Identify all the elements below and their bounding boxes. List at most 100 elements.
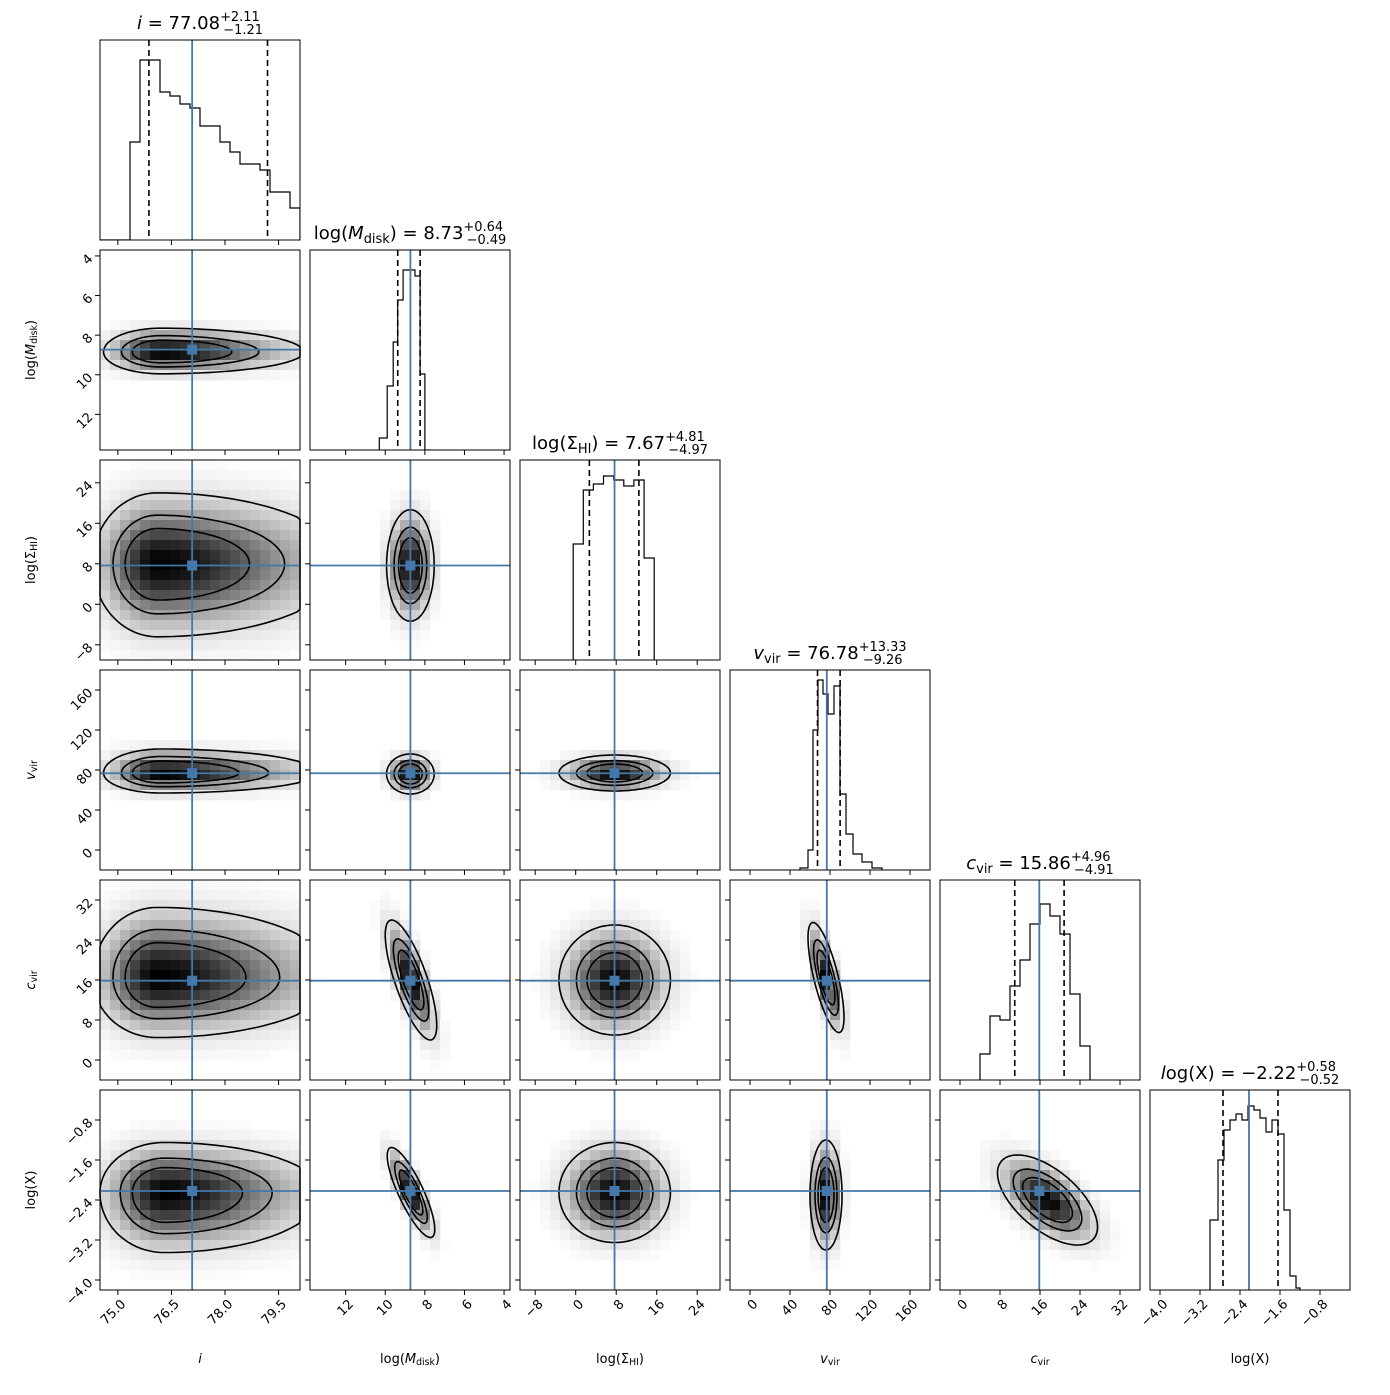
x-tick-label-i: 75.0 <box>98 1297 129 1328</box>
truth-marker <box>187 975 198 986</box>
x-tick-label-log-sigma: 16 <box>646 1297 668 1319</box>
density-panel-cvir-log-x: 0 8 16 24 32 <box>935 1089 1141 1319</box>
title-upper-error: +2.11 <box>220 10 260 25</box>
density-panel-log-mdisk-log-x: 12 10 8 6 4 <box>305 1089 515 1319</box>
x-axis-label-vvir: vvir <box>820 1352 840 1368</box>
contour-2 <box>131 339 233 364</box>
truth-marker <box>1034 1186 1045 1196</box>
contour-1 <box>119 1157 273 1235</box>
panel-frame <box>519 1089 721 1291</box>
contour-1 <box>112 514 286 615</box>
y-tick-label-log-x: −1.6 <box>63 1156 96 1189</box>
contour-0 <box>809 1139 843 1251</box>
y-tick-label-vvir: 0 <box>80 846 96 862</box>
x-tick-label-log-mdisk: 4 <box>499 1297 515 1313</box>
hist-panel-log-mdisk: log(Mdisk) = 8.73+0.64 −0.49 <box>309 220 511 455</box>
density-panel-i-log-sigma: −8 0 8 16 24 <box>72 459 301 665</box>
contour-2 <box>131 1166 244 1224</box>
panel-frame <box>99 1089 301 1291</box>
x-tick-label-vvir: 80 <box>819 1297 841 1319</box>
truth-marker <box>609 768 620 779</box>
y-tick-label-cvir: 0 <box>80 1056 96 1072</box>
x-tick-label-log-sigma: 8 <box>611 1297 627 1313</box>
y-tick-label-log-x: −2.4 <box>63 1196 96 1229</box>
density-panel-i-vvir: 0 40 80 120 160 <box>68 669 301 875</box>
x-axis-label-i: i <box>198 1352 202 1367</box>
truth-marker <box>187 344 198 355</box>
hist-panel-log-x: log(X) = −2.22+0.58 −0.52 −4.0 −3.2 −2.4 −1.6… <box>1138 1060 1351 1330</box>
x-tick-label-i: 79.5 <box>259 1297 290 1328</box>
truth-marker <box>821 1186 832 1196</box>
histogram-log-x <box>1209 1105 1301 1290</box>
density-panel-i-log-mdisk: 12 10 8 6 4 <box>74 249 301 455</box>
x-tick-label-vvir: 120 <box>853 1297 881 1325</box>
truth-marker <box>821 975 832 986</box>
hist-panel-cvir: cvir = 15.86+4.96 −4.91 <box>939 850 1141 1085</box>
y-tick-label-log-sigma: 24 <box>74 479 96 501</box>
y-tick-label-log-x: −3.2 <box>63 1236 96 1269</box>
x-tick-label-log-x: −3.2 <box>1178 1297 1211 1330</box>
panel-title-log-x: log(X) = −2.22+0.58 −0.52 <box>1161 1060 1339 1088</box>
panel-title-vvir: vvir = 76.78+13.33 −9.26 <box>753 640 906 668</box>
panel-frame <box>309 1089 511 1291</box>
density-cells <box>980 1130 1121 1271</box>
x-tick-label-i: 76.5 <box>152 1297 183 1328</box>
y-tick-label-log-sigma: 16 <box>74 519 96 541</box>
contour-1 <box>814 1156 838 1234</box>
x-tick-label-log-x: −0.8 <box>1298 1297 1331 1330</box>
histogram-log-mdisk <box>378 269 431 450</box>
x-tick-label-log-x: −4.0 <box>1138 1297 1171 1330</box>
y-tick-label-log-sigma: 8 <box>80 560 96 576</box>
x-tick-label-log-sigma: 0 <box>571 1297 587 1313</box>
title-upper-error: +4.81 <box>665 430 705 445</box>
y-tick-label-cvir: 32 <box>74 896 96 918</box>
x-tick-label-vvir: 160 <box>893 1297 921 1325</box>
contour-2 <box>1021 1176 1074 1224</box>
contour-1 <box>112 928 281 1020</box>
y-axis-label-vvir: vvir <box>24 760 40 780</box>
panel-title-cvir: cvir = 15.86+4.96 −4.91 <box>966 850 1113 878</box>
x-axis-label-cvir: cvir <box>1030 1352 1049 1368</box>
title-lower-error: −1.21 <box>223 23 263 38</box>
contour-2 <box>124 527 251 601</box>
y-tick-label-cvir: 8 <box>80 1016 96 1032</box>
density-panel-log-mdisk-vvir <box>305 669 511 875</box>
contour-0 <box>558 1141 672 1244</box>
density-panel-log-mdisk-cvir <box>305 879 511 1085</box>
title-upper-error: +0.58 <box>1296 1060 1336 1075</box>
y-tick-label-vvir: 120 <box>68 726 96 754</box>
contour-2 <box>817 1166 835 1224</box>
density-panel-log-sigma-log-x: −8 0 8 16 24 <box>515 1089 721 1321</box>
truth-marker <box>405 768 416 779</box>
density-cells <box>100 460 300 660</box>
density-panel-log-mdisk-log-sigma <box>305 459 511 665</box>
y-tick-label-log-mdisk: 12 <box>74 410 96 432</box>
truth-marker <box>187 768 198 779</box>
contour-0 <box>386 1146 436 1239</box>
density-panel-vvir-cvir <box>725 879 931 1085</box>
x-tick-label-log-sigma: 24 <box>686 1297 708 1319</box>
x-tick-label-vvir: 40 <box>779 1297 801 1319</box>
title-lower-error: −0.49 <box>467 233 507 248</box>
x-tick-label-log-mdisk: 6 <box>459 1297 475 1313</box>
y-tick-label-log-sigma: −8 <box>72 641 96 665</box>
panel-frame <box>729 669 931 871</box>
x-tick-label-cvir: 24 <box>1069 1297 1091 1319</box>
contour-0 <box>996 1154 1099 1246</box>
hist-panel-i: i = 77.08+2.11 −1.21 <box>99 10 301 245</box>
histogram-i <box>100 59 300 240</box>
x-tick-label-cvir: 8 <box>995 1297 1011 1313</box>
truth-marker <box>187 1186 198 1196</box>
panel-frame <box>99 39 301 241</box>
truth-marker <box>187 560 198 571</box>
truth-marker <box>609 1186 620 1196</box>
contour-1 <box>575 1157 654 1228</box>
y-tick-label-log-x: −4.0 <box>63 1276 96 1309</box>
y-tick-label-cvir: 16 <box>74 976 96 998</box>
panel-frame <box>1149 1089 1351 1291</box>
y-tick-label-log-sigma: 0 <box>80 600 96 616</box>
y-tick-label-vvir: 40 <box>74 806 96 828</box>
truth-marker <box>405 1186 416 1196</box>
